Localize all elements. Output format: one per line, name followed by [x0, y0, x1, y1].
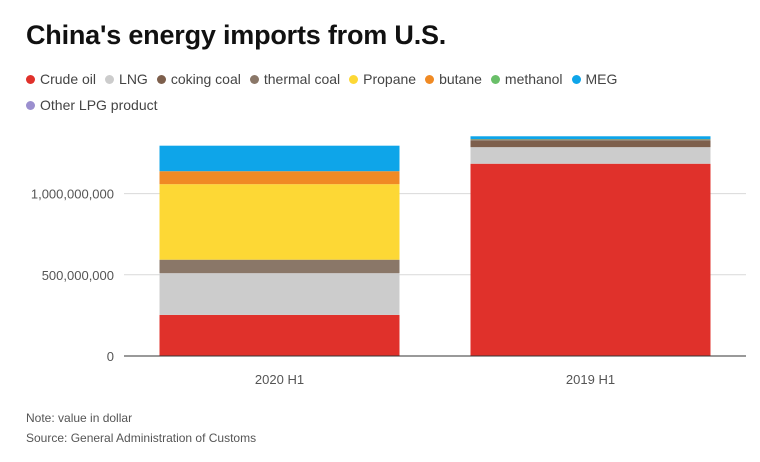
source-note: Source: General Administration of Custom…: [26, 431, 257, 445]
value-note: Note: value in dollar: [26, 411, 133, 425]
legend-item-lng: LNG: [105, 69, 148, 89]
bar-segment-crude-oil-2020-h1: [159, 314, 400, 356]
legend-label: Propane: [363, 71, 417, 87]
legend-label: butane: [439, 71, 482, 87]
legend-item-thermal-coal: thermal coal: [249, 69, 341, 89]
legend-item-other-lpg-product: Other LPG product: [26, 95, 158, 115]
legend-swatch-lng: [105, 74, 115, 84]
legend-label: methanol: [504, 71, 563, 87]
legend-swatch-propane: [349, 74, 359, 84]
legend-label: thermal coal: [263, 71, 341, 87]
legend-item-propane: Propane: [349, 69, 416, 89]
bar-segment-crude-oil-2019-h1: [470, 163, 711, 356]
bar-segment-propane-2020-h1: [159, 184, 400, 260]
bar-segment-thermal-coal-2020-h1: [159, 259, 400, 274]
bar-segment-meg-2020-h1: [159, 145, 400, 172]
legend-swatch-methanol: [490, 74, 500, 84]
legend-swatch-coking-coal: [156, 74, 166, 84]
legend-swatch-butane: [425, 74, 435, 84]
legend-item-coking-coal: coking coal: [156, 69, 241, 89]
y-tick-label: 1,000,000,000: [31, 187, 114, 202]
bar-segment-meg-2019-h1: [470, 136, 711, 140]
bar-segment-lng-2020-h1: [159, 273, 400, 315]
legend-swatch-other-lpg-product: [26, 100, 35, 110]
y-tick-label: 500,000,000: [42, 268, 114, 283]
legend-label: coking coal: [170, 71, 241, 87]
x-tick-label: 2019 H1: [566, 372, 615, 387]
legend-swatch-meg: [571, 74, 581, 84]
legend-swatch-thermal-coal: [249, 74, 259, 84]
legend-label: LNG: [119, 71, 148, 87]
legend-label: Other LPG product: [40, 97, 158, 113]
legend-item-butane: butane: [425, 69, 482, 89]
legend-item-crude-oil: Crude oil: [26, 69, 96, 89]
bar-segment-butane-2020-h1: [159, 171, 400, 185]
bar-segment-coking-coal-2019-h1: [470, 140, 711, 148]
bar-segment-thermal-coal-2019-h1: [470, 139, 711, 141]
chart-title: China's energy imports from U.S.: [26, 20, 447, 50]
legend-swatch-crude-oil: [26, 74, 35, 84]
legend-item-meg: MEG: [571, 69, 618, 89]
bar-segment-lng-2019-h1: [470, 147, 711, 164]
legend-label: Crude oil: [40, 71, 97, 87]
legend: Crude oil LNG coking coal thermal coal Propa…: [26, 69, 726, 115]
x-tick-label: 2020 H1: [255, 372, 304, 387]
y-tick-label: 0: [107, 349, 114, 364]
legend-label: MEG: [585, 71, 618, 87]
legend-item-methanol: methanol: [490, 69, 563, 89]
